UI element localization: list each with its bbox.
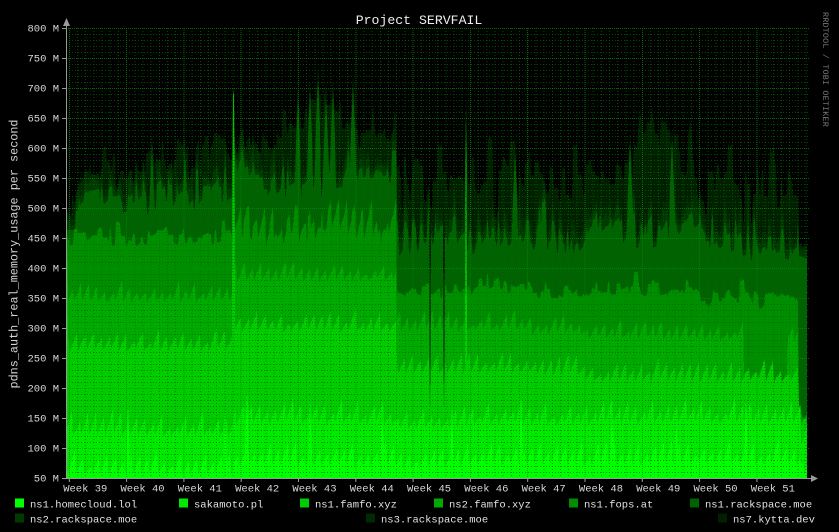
svg-text:RRDTOOL / TOBI OETIKER: RRDTOOL / TOBI OETIKER <box>820 12 830 127</box>
svg-text:ns1.homecloud.lol: ns1.homecloud.lol <box>30 500 137 512</box>
svg-text:750 M: 750 M <box>27 54 59 66</box>
svg-text:Week 44: Week 44 <box>350 484 394 496</box>
svg-text:550 M: 550 M <box>27 174 59 186</box>
svg-text:sakamoto.pl: sakamoto.pl <box>194 500 263 512</box>
svg-text:100 M: 100 M <box>27 444 59 456</box>
svg-text:300 M: 300 M <box>27 324 59 336</box>
svg-text:200 M: 200 M <box>27 384 59 396</box>
svg-text:Week 46: Week 46 <box>464 484 508 496</box>
svg-text:500 M: 500 M <box>27 204 59 216</box>
svg-text:Week 45: Week 45 <box>407 484 451 496</box>
svg-text:ns1.rackspace.moe: ns1.rackspace.moe <box>705 500 812 512</box>
svg-text:Week 43: Week 43 <box>292 484 336 496</box>
svg-text:Week 40: Week 40 <box>121 484 165 496</box>
svg-text:pdns_auth_real_memory_usage pe: pdns_auth_real_memory_usage per second <box>8 119 22 388</box>
svg-text:ns2.rackspace.moe: ns2.rackspace.moe <box>30 515 137 527</box>
svg-text:Week 39: Week 39 <box>63 484 107 496</box>
svg-text:ns2.famfo.xyz: ns2.famfo.xyz <box>449 500 531 512</box>
svg-text:350 M: 350 M <box>27 294 59 306</box>
svg-text:250 M: 250 M <box>27 354 59 366</box>
svg-text:ns1.fops.at: ns1.fops.at <box>584 500 653 512</box>
svg-text:50 M: 50 M <box>34 474 59 486</box>
svg-text:400 M: 400 M <box>27 264 59 276</box>
svg-text:ns3.rackspace.moe: ns3.rackspace.moe <box>381 515 488 527</box>
svg-text:600 M: 600 M <box>27 144 59 156</box>
svg-text:450 M: 450 M <box>27 234 59 246</box>
svg-text:Week 48: Week 48 <box>579 484 623 496</box>
svg-text:Project SERVFAIL: Project SERVFAIL <box>356 13 483 28</box>
svg-text:Week 41: Week 41 <box>178 484 222 496</box>
svg-text:Week 47: Week 47 <box>522 484 566 496</box>
svg-text:800 M: 800 M <box>27 24 59 36</box>
svg-text:Week 42: Week 42 <box>235 484 279 496</box>
svg-text:650 M: 650 M <box>27 114 59 126</box>
svg-text:700 M: 700 M <box>27 84 59 96</box>
svg-text:Week 49: Week 49 <box>636 484 680 496</box>
svg-text:ns1.famfo.xyz: ns1.famfo.xyz <box>315 500 397 512</box>
svg-text:150 M: 150 M <box>27 414 59 426</box>
svg-text:ns7.kytta.dev: ns7.kytta.dev <box>733 515 815 527</box>
svg-text:Week 51: Week 51 <box>751 484 795 496</box>
svg-text:Week 50: Week 50 <box>694 484 738 496</box>
